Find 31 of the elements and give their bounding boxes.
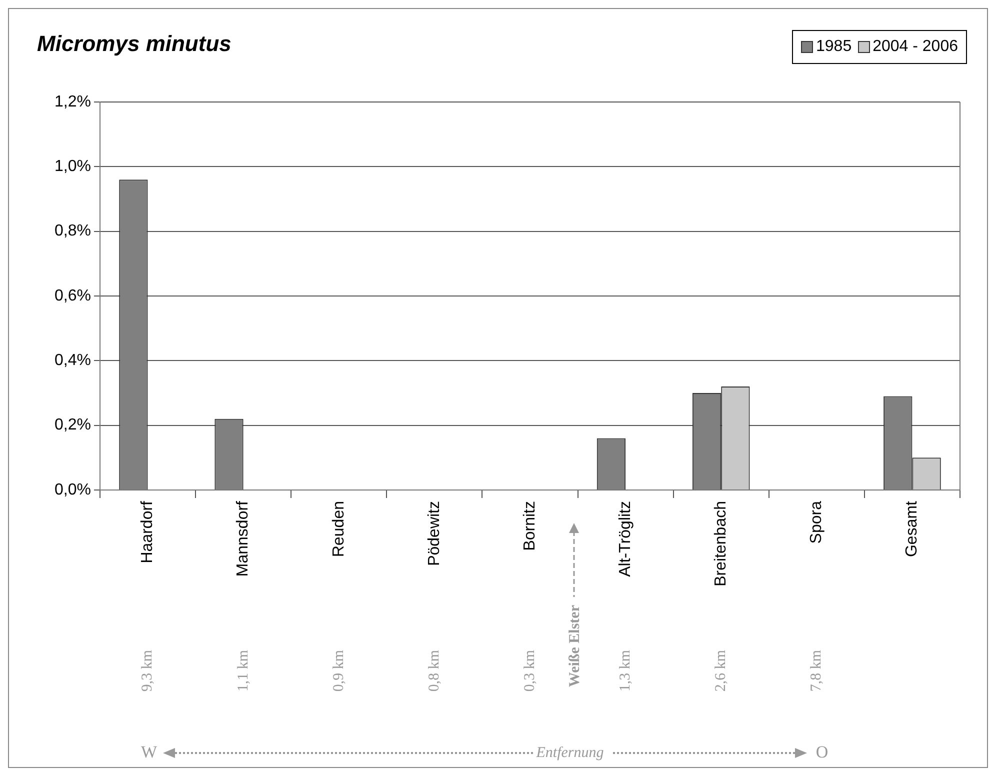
y-tick-label: 0,2% bbox=[54, 416, 91, 434]
y-tick-label: 1,2% bbox=[54, 93, 91, 110]
y-tick-label: 0,6% bbox=[54, 287, 91, 304]
text: 0,8 km bbox=[426, 650, 442, 692]
x-tick-label: Pödewitz bbox=[426, 501, 443, 566]
legend-label: 2004 - 2006 bbox=[872, 38, 958, 56]
x-tick-label: Alt-Tröglitz bbox=[616, 501, 634, 577]
x-tick-label: Mannsdorf bbox=[234, 500, 252, 577]
text: 1,1 km bbox=[235, 650, 252, 692]
y-tick-label: 1,0% bbox=[54, 158, 91, 176]
x-tick-label: Haardorf bbox=[139, 500, 156, 564]
chart-title: Micromys minutus bbox=[37, 31, 232, 57]
y-tick-label: 0,4% bbox=[54, 352, 91, 370]
text: 0,3 km bbox=[522, 650, 538, 692]
text: Weiße Elster bbox=[566, 604, 583, 688]
x-tick-label: Spora bbox=[808, 500, 826, 544]
y-tick-label: 0,8% bbox=[54, 222, 91, 240]
text: 0,9 km bbox=[330, 650, 347, 692]
text: W bbox=[140, 742, 158, 762]
text: 7,8 km bbox=[808, 650, 825, 692]
x-tick-label: Reuden bbox=[330, 501, 348, 558]
text: 2,6 km bbox=[713, 650, 730, 692]
text: O bbox=[816, 742, 828, 762]
x-tick-label: Bornitz bbox=[521, 501, 538, 551]
x-tick-label: Breitenbach bbox=[712, 501, 730, 586]
x-tick-label: Gesamt bbox=[904, 500, 921, 558]
y-tick-label: 0,0% bbox=[54, 481, 91, 498]
legend-label: 1985 bbox=[816, 38, 852, 56]
text: 1,3 km bbox=[617, 650, 634, 692]
text: Entfernung bbox=[535, 744, 604, 761]
text: 9,3 km bbox=[140, 650, 156, 692]
